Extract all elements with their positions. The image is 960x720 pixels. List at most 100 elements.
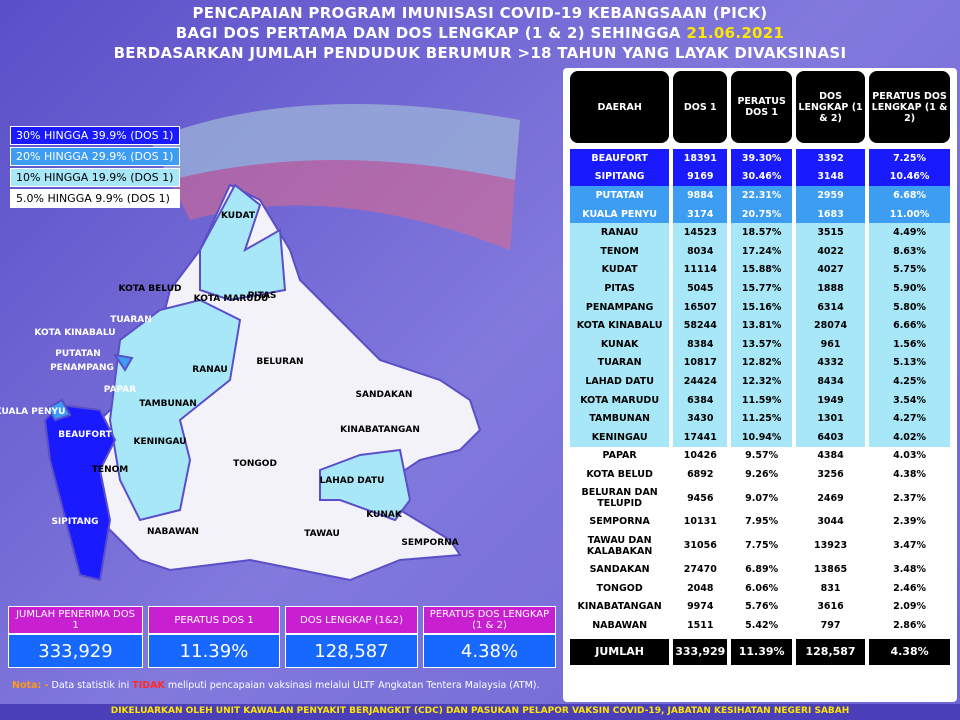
table-row: LAHAD DATU 24424 12.32% 8434 4.25%: [570, 372, 950, 391]
table-row: TAWAU DAN KALABAKAN 31056 7.75% 13923 3.47%: [570, 531, 950, 561]
table-cell: 5.42%: [731, 616, 792, 635]
table-cell: 2.39%: [869, 512, 950, 532]
map-label: KUNAK: [366, 510, 402, 520]
table-cell: PITAS: [570, 279, 670, 298]
table-cell: 9.57%: [731, 446, 792, 466]
table-cell: 14523: [673, 223, 728, 242]
table-cell: 6.66%: [869, 316, 950, 335]
table-row: BEAUFORT 18391 39.30% 3392 7.25%: [570, 149, 950, 168]
table-cell: 11114: [673, 260, 728, 280]
table-cell: 17441: [673, 427, 728, 447]
table-cell: RANAU: [570, 223, 670, 242]
table-cell: 24424: [673, 372, 728, 391]
table-cell: 7.95%: [731, 512, 792, 532]
title-line3: BERDASARKAN JUMLAH PENDUDUK BERUMUR >18 …: [113, 44, 847, 62]
table-cell: 4027: [795, 260, 866, 280]
table-cell: 5045: [673, 279, 728, 298]
table-row: PENAMPANG 16507 15.16% 6314 5.80%: [570, 297, 950, 317]
summary-label: DOS LENGKAP (1&2): [285, 606, 418, 634]
table-cell: 6314: [795, 297, 866, 317]
table-cell: 11.00%: [869, 204, 950, 224]
table-cell: 2469: [795, 483, 866, 513]
map-label: SEMPORNA: [401, 538, 459, 548]
table-cell: KUALA PENYU: [570, 204, 670, 224]
title-date: 21.06.2021: [686, 24, 785, 42]
note-prefix: Nota: -: [12, 680, 49, 691]
note-text: meliputi pencapaian vaksinasi melalui UL…: [167, 680, 540, 691]
summary-value: 4.38%: [423, 634, 556, 668]
table-row: KINABATANGAN 9974 5.76% 3616 2.09%: [570, 597, 950, 617]
table-cell: 22.31%: [731, 186, 792, 205]
table-cell: TUARAN: [570, 353, 670, 373]
table-cell: 20.75%: [731, 204, 792, 224]
map-label: SIPITANG: [51, 517, 99, 527]
table-cell: 3256: [795, 465, 866, 484]
table-cell: KOTA MARUDU: [570, 390, 670, 410]
table-cell: 10817: [673, 353, 728, 373]
table-row: PUTATAN 9884 22.31% 2959 6.68%: [570, 186, 950, 205]
map-label: KENINGAU: [133, 437, 187, 447]
table-cell: 2.86%: [869, 616, 950, 635]
table-row: KOTA KINABALU 58244 13.81% 28074 6.66%: [570, 316, 950, 335]
table-cell: 4022: [795, 241, 866, 261]
table-cell: 8034: [673, 241, 728, 261]
table-cell: 18391: [673, 149, 728, 168]
table-cell: KOTA KINABALU: [570, 316, 670, 335]
table-cell: TAWAU DAN KALABAKAN: [570, 531, 670, 561]
table-row: TUARAN 10817 12.82% 4332 5.13%: [570, 353, 950, 373]
table-cell: 15.88%: [731, 260, 792, 280]
table-cell: 3616: [795, 597, 866, 617]
table-cell: 12.82%: [731, 353, 792, 373]
table-cell: 13865: [795, 560, 866, 579]
table-cell: 3515: [795, 223, 866, 242]
table-cell: 3.48%: [869, 560, 950, 579]
table-cell: 8434: [795, 372, 866, 391]
table-cell: 11.59%: [731, 390, 792, 410]
table-cell: 10426: [673, 446, 728, 466]
table-cell: 31056: [673, 531, 728, 561]
table-row: SANDAKAN 27470 6.89% 13865 3.48%: [570, 560, 950, 579]
summary-label: PERATUS DOS LENGKAP (1 & 2): [423, 606, 556, 634]
table-cell: 13.57%: [731, 334, 792, 354]
table-cell: 4.02%: [869, 427, 950, 447]
table-cell: 39.30%: [731, 149, 792, 168]
table-cell: 16507: [673, 297, 728, 317]
summary-box: JUMLAH PENERIMA DOS 1 333,929: [8, 606, 143, 668]
table-cell: 4.38%: [869, 465, 950, 484]
table-cell: 4.27%: [869, 409, 950, 428]
table-cell: BELURAN DAN TELUPID: [570, 483, 670, 513]
note-text: Data statistik ini: [51, 680, 130, 691]
table-row: KUALA PENYU 3174 20.75% 1683 11.00%: [570, 204, 950, 224]
spacer: [570, 634, 950, 639]
table-cell: 3148: [795, 167, 866, 187]
table-row: TAMBUNAN 3430 11.25% 1301 4.27%: [570, 409, 950, 428]
map-label: KOTA KINABALU: [34, 328, 116, 338]
flag-stripe: [150, 104, 520, 180]
map-region: [46, 398, 72, 422]
table-cell: 4.49%: [869, 223, 950, 242]
table-cell: PENAMPANG: [570, 297, 670, 317]
summary-label: JUMLAH PENERIMA DOS 1: [8, 606, 143, 634]
column-header: PERATUS DOS 1: [731, 71, 792, 143]
map-label: RANAU: [192, 365, 228, 375]
table-cell: 9974: [673, 597, 728, 617]
map-label: TONGOD: [233, 459, 277, 469]
summary-box: PERATUS DOS LENGKAP (1 & 2) 4.38%: [423, 606, 556, 668]
table-row: RANAU 14523 18.57% 3515 4.49%: [570, 223, 950, 242]
table-cell: SANDAKAN: [570, 560, 670, 579]
map-label: PAPAR: [103, 385, 137, 395]
total-row: JUMLAH 333,929 11.39% 128,587 4.38%: [570, 638, 950, 665]
table-cell: 5.90%: [869, 279, 950, 298]
summary-value: 333,929: [8, 634, 143, 668]
table-cell: 7.25%: [869, 149, 950, 168]
table-cell: 5.80%: [869, 297, 950, 317]
map-label: TENOM: [91, 465, 129, 475]
table-cell: 11.25%: [731, 409, 792, 428]
map-label: KOTA MARUDU: [193, 294, 269, 304]
table-cell: 2.09%: [869, 597, 950, 617]
table-row: KOTA BELUD 6892 9.26% 3256 4.38%: [570, 465, 950, 484]
legend-item: 30% HINGGA 39.9% (DOS 1): [10, 126, 180, 145]
map: [43, 104, 520, 582]
summary-value: 128,587: [285, 634, 418, 668]
table-cell: 831: [795, 578, 866, 598]
